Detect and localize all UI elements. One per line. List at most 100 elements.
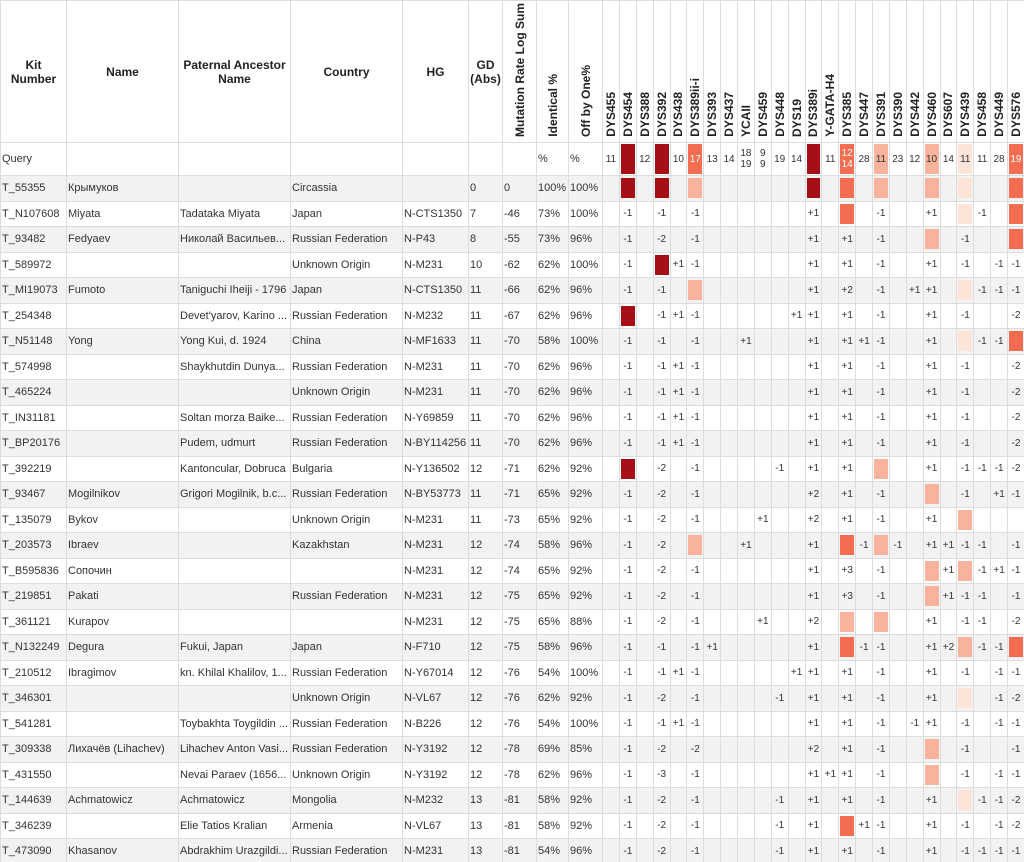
marker-cell [973,226,992,253]
cell-text: T_254348 [2,309,52,322]
cell: Yong [66,328,179,355]
cell: 62% [536,404,569,431]
marker-cell [669,175,688,202]
marker-cell [753,379,772,406]
marker-value: -1 [994,769,1004,781]
cell-text: Japan [292,284,322,297]
marker-cell [602,302,620,329]
highlight [1009,229,1023,250]
marker-value: -2 [1011,412,1021,424]
marker-cell [669,761,688,788]
cell: -76 [502,710,537,737]
marker-cell: -1 [770,838,789,862]
cell [178,685,291,712]
marker-cell [905,761,924,788]
marker-cell [855,787,873,814]
cell-text: N-M231 [404,258,444,271]
marker-box: +1 [925,841,939,861]
marker-cell [855,761,873,788]
marker-value: -1 [960,820,970,832]
marker-box: -1 [992,816,1006,836]
marker-box: -1 [688,408,702,428]
highlight [958,280,973,301]
cell-text: 12 [470,717,483,730]
cell-text: 11 [470,284,482,297]
cell-text: -75 [504,615,520,628]
marker-cell [888,226,907,253]
marker-cell [939,251,958,278]
marker-cell [888,455,907,482]
marker-value: -1 [690,692,700,704]
marker-cell: 11 [973,142,992,176]
marker-value: +3 [841,590,853,602]
cell [66,251,179,278]
marker-value: -1 [623,718,633,730]
marker-cell: -1 [973,787,992,814]
marker-box: +1 [807,408,821,428]
cell-text: -76 [504,666,520,679]
marker-cell: -1 [1007,838,1024,862]
marker-cell [770,226,789,253]
marker-box: +1 [840,663,854,683]
highlight [840,611,855,632]
marker-value: -2 [1011,310,1021,322]
marker-box: -1 [975,586,989,606]
marker-cell [787,455,806,482]
marker-box: 18 19 [739,144,753,174]
cell: -81 [502,812,537,839]
marker-box: -1 [1009,535,1023,555]
header-text: Y-GATA-H4 [823,74,838,137]
cell-text: Yong Kui, d. 1924 [180,335,267,348]
cell-text: T_431550 [2,768,52,781]
marker-value: +1 [807,233,820,245]
marker-box: -1 [874,255,888,275]
marker-cell [905,175,924,202]
marker-cell [821,557,840,584]
marker-cell: -1 [618,430,637,457]
marker-cell [973,430,992,457]
marker-cell: -1 [956,404,975,431]
cell-text: T_346301 [2,692,52,705]
marker-cell [905,812,924,839]
marker-cell: -1 [990,787,1008,814]
marker-box: +1 [840,790,854,810]
marker-box: 10 [672,144,686,174]
marker-cell: -1 [872,328,890,355]
marker-cell [737,583,755,610]
marker-box: -2 [655,612,669,632]
header-text: Paternal Ancestor Name [183,57,286,86]
cell [290,142,403,176]
marker-cell [905,404,924,431]
marker-cell: -1 [686,200,705,227]
marker-value: -1 [623,565,633,577]
cell: Miyata [66,200,179,227]
marker-cell [990,506,1008,533]
marker-box: -1 [688,816,702,836]
marker-cell: -1 [652,634,671,661]
cell-text: 62% [538,309,561,322]
marker-cell: -1 [618,251,637,278]
marker-cell: -1 [686,634,705,661]
marker-value: -1 [690,820,700,832]
marker-cell [838,532,857,559]
marker-box: -1 [874,306,888,326]
marker-value: -1 [876,794,886,806]
marker-cell [737,481,755,508]
cell: Fukui, Japan [178,634,291,661]
marker-box: -2 [1009,816,1023,836]
marker-value: 14 [723,153,735,165]
marker-box: -1 [975,637,989,657]
marker-cell [720,506,738,533]
cell: 96% [568,226,603,253]
marker-value: -1 [994,692,1004,704]
marker-cell: +1 [838,430,857,457]
marker-cell: -1 [872,659,890,686]
cell-text: Lihachev Anton Vasi... [180,743,289,756]
marker-header: DYS439 [956,0,975,143]
cell-text: N-CTS1350 [404,207,463,220]
marker-cell: 10 [669,142,688,176]
marker-cell: +2 [939,634,958,661]
marker-box: -1 [874,586,888,606]
marker-cell [787,277,806,304]
cell-text: 85% [570,743,593,756]
